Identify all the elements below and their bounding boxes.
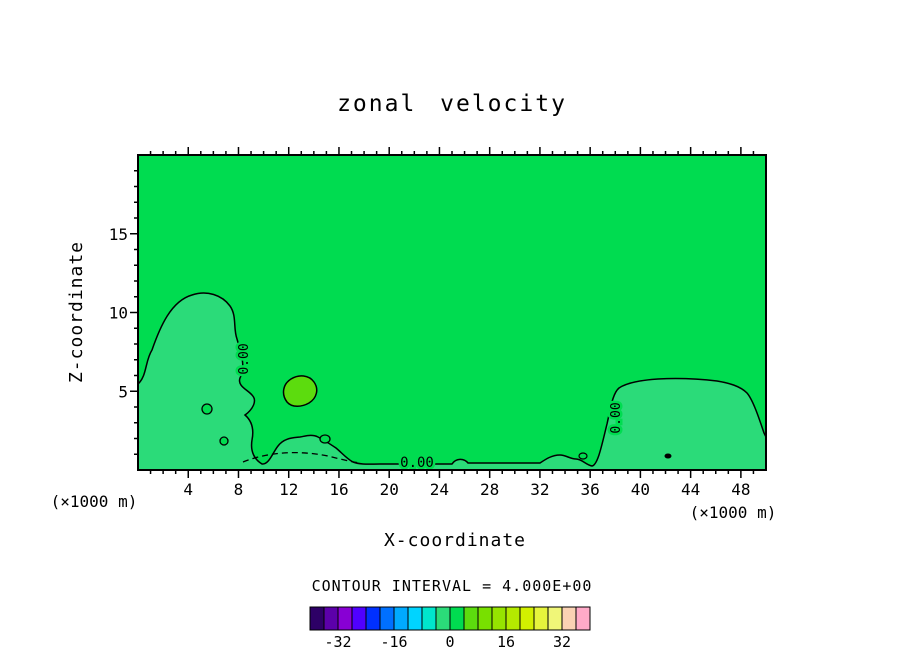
island-on-bump bbox=[319, 434, 331, 444]
colorbar-cell bbox=[575, 606, 591, 631]
x-tick-label: 12 bbox=[279, 480, 298, 499]
y-tick-label: 5 bbox=[118, 382, 128, 401]
x-axis-label: X-coordinate bbox=[384, 530, 526, 551]
island-right-strip bbox=[578, 452, 588, 460]
tiny-dot-right bbox=[664, 453, 672, 459]
colorbar-tick-label: 16 bbox=[497, 633, 515, 651]
positive-pocket-blob bbox=[282, 375, 318, 407]
x-axis-units: (×1000 m) bbox=[690, 503, 777, 522]
plot-frame bbox=[137, 154, 767, 471]
colorbar-labels: -32 -16 0 16 32 bbox=[324, 633, 571, 651]
colorbar-cell bbox=[337, 606, 353, 631]
y-axis-label: Z-coordinate bbox=[66, 241, 87, 383]
island-in-left-blob-2 bbox=[219, 436, 229, 446]
contour-layer bbox=[138, 292, 766, 470]
chart-title: zonal velocity bbox=[337, 91, 567, 117]
colorbar bbox=[309, 606, 591, 631]
colorbar-cell bbox=[435, 606, 451, 631]
colorbar-cell bbox=[407, 606, 423, 631]
colorbar-tick-label: 32 bbox=[553, 633, 571, 651]
colorbar-cell bbox=[561, 606, 577, 631]
colorbar-tick-label: -16 bbox=[380, 633, 407, 651]
colorbar-cell bbox=[533, 606, 549, 631]
x-tick-label: 20 bbox=[380, 480, 399, 499]
x-tick-label: 28 bbox=[480, 480, 499, 499]
x-tick-label: 48 bbox=[731, 480, 750, 499]
colorbar-cell bbox=[421, 606, 437, 631]
x-tick-label: 24 bbox=[430, 480, 449, 499]
x-tick-label: 32 bbox=[530, 480, 549, 499]
colorbar-cell bbox=[491, 606, 507, 631]
colorbar-tick-label: 0 bbox=[445, 633, 454, 651]
colorbar-cell bbox=[323, 606, 339, 631]
colorbar-cell bbox=[309, 606, 325, 631]
dashed-negative-contour bbox=[242, 451, 361, 464]
island-in-left-blob-1 bbox=[201, 403, 213, 415]
y-axis-units: (×1000 m) bbox=[51, 492, 138, 511]
colorbar-cell bbox=[519, 606, 535, 631]
colorbar-cell bbox=[393, 606, 409, 631]
colorbar-cell bbox=[449, 606, 465, 631]
colorbar-tick-label: -32 bbox=[324, 633, 351, 651]
x-tick-label: 4 bbox=[183, 480, 193, 499]
colorbar-cell bbox=[477, 606, 493, 631]
x-tick-label: 36 bbox=[581, 480, 600, 499]
colorbar-cell bbox=[547, 606, 563, 631]
y-tick-label: 10 bbox=[109, 304, 128, 323]
y-tick-label: 15 bbox=[109, 225, 128, 244]
colorbar-cell bbox=[463, 606, 479, 631]
colorbar-cell bbox=[365, 606, 381, 631]
colorbar-cell bbox=[379, 606, 395, 631]
contour-label-left: 0.00 bbox=[237, 343, 252, 374]
negative-region-bottom-band bbox=[138, 292, 766, 470]
x-tick-label: 8 bbox=[234, 480, 244, 499]
contour-interval-caption: CONTOUR INTERVAL = 4.000E+00 bbox=[312, 577, 593, 595]
colorbar-cell bbox=[505, 606, 521, 631]
contour-label-right: 0.00 bbox=[609, 402, 624, 433]
colorbar-cell bbox=[351, 606, 367, 631]
x-tick-label: 44 bbox=[681, 480, 700, 499]
x-tick-label: 40 bbox=[631, 480, 650, 499]
x-tick-label: 16 bbox=[329, 480, 348, 499]
contour-label-bottom: 0.00 bbox=[400, 455, 434, 471]
